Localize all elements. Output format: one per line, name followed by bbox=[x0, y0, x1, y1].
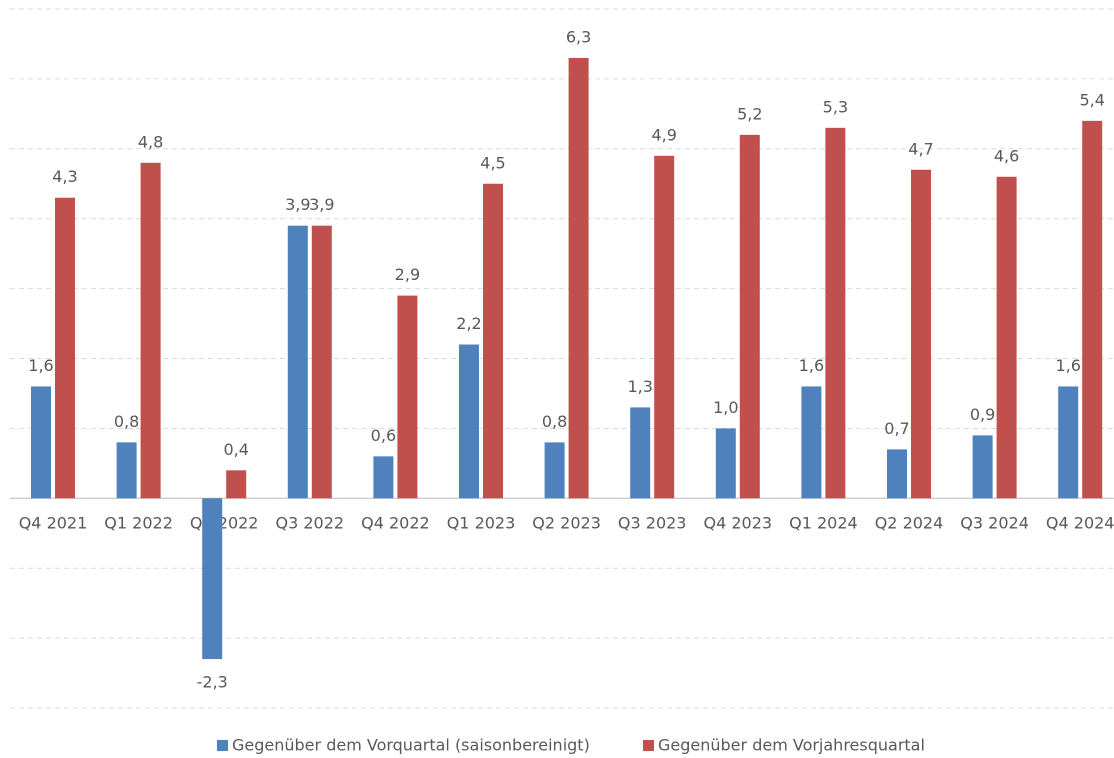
data-label: -2,3 bbox=[197, 673, 228, 692]
bar bbox=[116, 442, 137, 499]
data-label: 5,2 bbox=[737, 104, 762, 123]
data-label: 4,9 bbox=[651, 125, 676, 144]
legend-label: Gegenüber dem Vorjahresquartal bbox=[658, 736, 925, 755]
data-label: 5,4 bbox=[1079, 90, 1104, 109]
data-label: 0,7 bbox=[884, 419, 909, 438]
x-tick-label: Q1 2024 bbox=[789, 514, 858, 533]
bar bbox=[459, 344, 479, 499]
data-label: 3,9 bbox=[309, 195, 334, 214]
data-label: 2,2 bbox=[456, 314, 481, 333]
x-tick-label: Q2 2022 bbox=[190, 514, 259, 533]
legend-swatch bbox=[643, 740, 654, 751]
bar bbox=[630, 407, 651, 499]
data-label: 1,6 bbox=[1055, 356, 1080, 375]
x-tick-label: Q4 2023 bbox=[704, 514, 773, 533]
bar bbox=[31, 386, 51, 499]
bar bbox=[887, 449, 907, 499]
x-tick-label: Q2 2024 bbox=[875, 514, 944, 533]
x-tick-label: Q4 2024 bbox=[1046, 514, 1114, 533]
bar bbox=[397, 295, 418, 499]
bar bbox=[568, 57, 589, 499]
bar bbox=[972, 435, 993, 499]
bar bbox=[654, 155, 675, 499]
x-tick-label: Q3 2022 bbox=[276, 514, 345, 533]
legend-label: Gegenüber dem Vorquartal (saisonbereinig… bbox=[232, 736, 590, 755]
bar bbox=[311, 225, 332, 499]
bar bbox=[911, 169, 931, 499]
x-tick-label: Q1 2022 bbox=[104, 514, 173, 533]
data-label: 1,0 bbox=[713, 398, 738, 417]
bar bbox=[202, 498, 223, 660]
x-tick-label: Q2 2023 bbox=[532, 514, 601, 533]
data-label: 0,8 bbox=[114, 412, 139, 431]
data-label: 3,9 bbox=[285, 195, 310, 214]
data-label: 4,6 bbox=[994, 146, 1019, 165]
data-label: 0,9 bbox=[970, 405, 995, 424]
data-label: 0,6 bbox=[371, 426, 396, 445]
data-label: 1,3 bbox=[627, 377, 652, 396]
data-label: 2,9 bbox=[395, 265, 420, 284]
bar bbox=[483, 183, 503, 499]
bar bbox=[715, 428, 736, 499]
x-tick-label: Q3 2023 bbox=[618, 514, 687, 533]
x-tick-label: Q3 2024 bbox=[960, 514, 1029, 533]
data-label: 4,7 bbox=[908, 139, 933, 158]
data-label: 4,5 bbox=[480, 153, 505, 172]
x-tick-label: Q4 2021 bbox=[19, 514, 88, 533]
bar bbox=[825, 127, 846, 499]
bar bbox=[287, 225, 308, 499]
bar bbox=[373, 456, 394, 499]
bar bbox=[996, 176, 1017, 499]
data-label: 0,4 bbox=[223, 440, 248, 459]
bar bbox=[1082, 120, 1103, 499]
data-label: 4,8 bbox=[138, 132, 163, 151]
bar bbox=[55, 197, 75, 499]
data-label: 5,3 bbox=[823, 97, 848, 116]
data-label: 1,6 bbox=[28, 356, 53, 375]
x-tick-label: Q4 2022 bbox=[361, 514, 430, 533]
bar bbox=[739, 134, 760, 499]
data-label: 0,8 bbox=[542, 412, 567, 431]
bar bbox=[226, 470, 247, 499]
legend-swatch bbox=[217, 740, 228, 751]
bar bbox=[801, 386, 822, 499]
x-tick-label: Q1 2023 bbox=[447, 514, 516, 533]
data-label: 1,6 bbox=[799, 356, 824, 375]
bar bbox=[140, 162, 161, 499]
bar bbox=[1058, 386, 1079, 499]
data-label: 6,3 bbox=[566, 27, 591, 46]
data-label: 4,3 bbox=[52, 167, 77, 186]
bar bbox=[544, 442, 565, 499]
